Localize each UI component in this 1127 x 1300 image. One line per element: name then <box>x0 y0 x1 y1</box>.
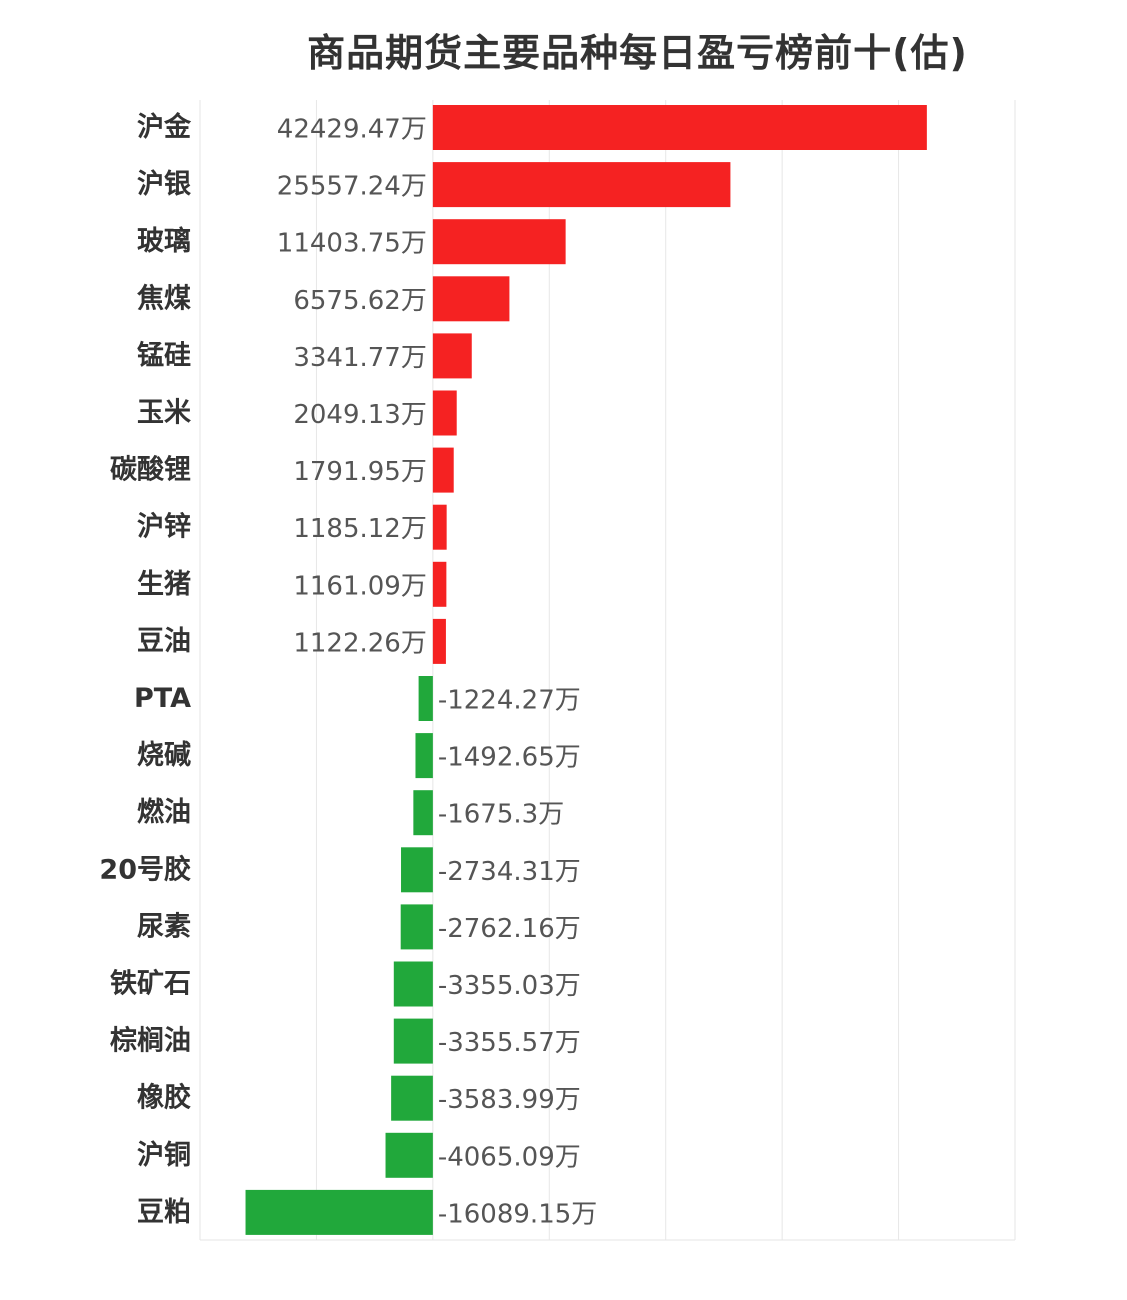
category-label: 锰硅 <box>137 340 191 371</box>
value-label: -1675.3万 <box>438 800 564 830</box>
category-label: 生猪 <box>137 569 191 600</box>
category-label: 沪银 <box>137 169 191 200</box>
value-label: -3355.03万 <box>438 971 581 1001</box>
bar-20 <box>245 1189 433 1235</box>
bar-10 <box>432 618 446 664</box>
value-label: 1185.12万 <box>293 514 427 544</box>
value-label: -16089.15万 <box>438 1199 597 1229</box>
bar-2 <box>432 162 731 208</box>
grid-layer <box>199 100 1016 1241</box>
bar-6 <box>432 390 457 436</box>
bar-9 <box>432 561 447 607</box>
value-label: -3355.57万 <box>438 1028 581 1058</box>
category-label: 20号胶 <box>99 853 191 885</box>
value-label: 1791.95万 <box>293 457 427 487</box>
bar-7 <box>432 447 454 493</box>
value-label: 1161.09万 <box>293 571 427 601</box>
category-label: 豆油 <box>137 626 191 657</box>
bar-18 <box>391 1075 433 1121</box>
category-label: 豆粕 <box>137 1197 191 1228</box>
bar-8 <box>432 504 447 550</box>
value-label: -2762.16万 <box>438 914 581 944</box>
bar-12 <box>415 733 433 779</box>
category-label: 玉米 <box>137 398 191 429</box>
category-label: 碳酸锂 <box>110 455 191 486</box>
category-label: 玻璃 <box>137 226 191 257</box>
value-label: 25557.24万 <box>277 172 427 202</box>
category-label: 焦煤 <box>137 282 191 314</box>
bar-19 <box>385 1132 433 1178</box>
category-label: 沪铜 <box>137 1140 191 1171</box>
bars-layer <box>245 105 927 1235</box>
bar-16 <box>393 961 433 1007</box>
value-label: 11403.75万 <box>277 229 427 259</box>
category-label: 燃油 <box>137 797 191 828</box>
value-label: 6575.62万 <box>293 286 427 316</box>
value-label: -2734.31万 <box>438 857 581 887</box>
bar-4 <box>432 276 510 322</box>
bar-11 <box>418 676 433 721</box>
value-label: -4065.09万 <box>438 1142 581 1172</box>
category-label: 沪锌 <box>137 512 191 543</box>
category-label: 铁矿石 <box>110 968 191 1000</box>
bar-17 <box>393 1018 433 1064</box>
value-label: 1122.26万 <box>293 628 427 658</box>
value-label: 42429.47万 <box>277 115 427 145</box>
value-label: 3341.77万 <box>293 343 427 373</box>
category-label: 烧碱 <box>137 740 191 771</box>
bar-13 <box>413 790 433 836</box>
category-label: PTA <box>134 683 191 714</box>
category-label: 橡胶 <box>137 1082 191 1114</box>
value-label: -1224.27万 <box>438 686 581 716</box>
value-label: -3583.99万 <box>438 1085 581 1115</box>
chart-title: 商品期货主要品种每日盈亏榜前十(估) <box>307 31 968 75</box>
bar-15 <box>400 904 433 950</box>
value-label: 2049.13万 <box>293 400 427 430</box>
value-label: -1492.65万 <box>438 743 581 773</box>
bar-1 <box>432 105 927 150</box>
category-label: 棕榈油 <box>110 1026 191 1057</box>
bar-5 <box>432 333 472 379</box>
category-label: 沪金 <box>137 111 192 143</box>
bar-14 <box>401 847 433 893</box>
category-label: 尿素 <box>137 911 191 942</box>
bar-3 <box>432 219 566 265</box>
